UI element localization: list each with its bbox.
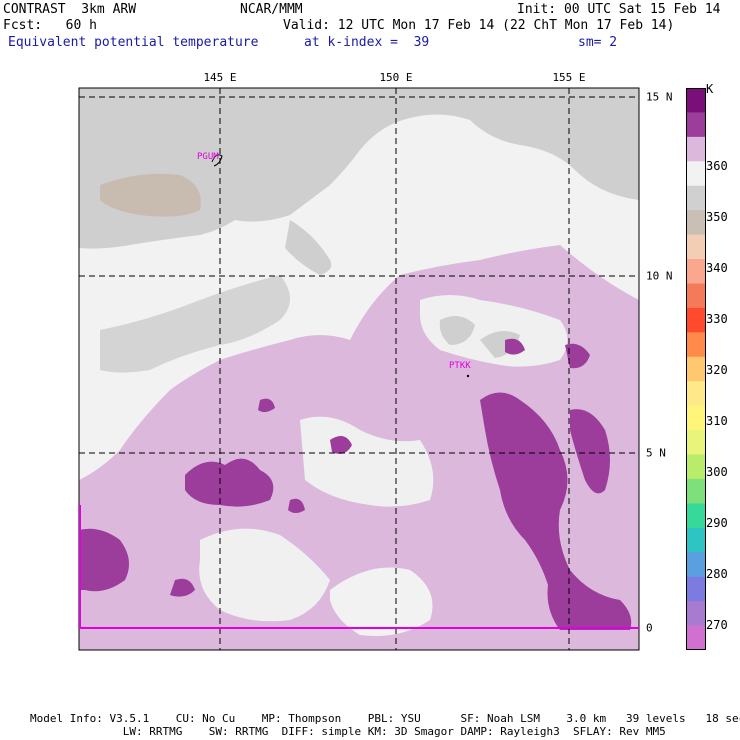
k-index-label: at k-index = 39: [304, 35, 430, 50]
colorbar-label: 310: [706, 414, 728, 428]
lat-label-15n: 15 N: [646, 90, 673, 104]
product-title: CONTRAST 3km ARW: [3, 2, 137, 17]
colorbar-swatch: [686, 405, 706, 431]
colorbar-label: 320: [706, 363, 728, 377]
theta-e-345-region: [100, 173, 201, 217]
colorbar-swatch: [686, 503, 706, 529]
lon-label-155e: 155 E: [552, 71, 586, 84]
lat-label-0: 0: [646, 621, 653, 635]
colorbar-swatch: [686, 283, 706, 309]
colorbar-frame: [686, 88, 706, 650]
lon-label-145e: 145 E: [203, 71, 237, 84]
colorbar-swatch: [686, 88, 706, 113]
colorbar-swatch: [686, 332, 706, 358]
colorbar-label: 290: [706, 516, 728, 530]
colorbar-label: 330: [706, 312, 728, 326]
station-label-pgum: PGUM: [197, 152, 219, 162]
colorbar-swatch: [686, 552, 706, 578]
valid-time: Valid: 12 UTC Mon 17 Feb 14 (22 ChT Mon …: [283, 18, 675, 33]
ptkk-station-marker: [466, 374, 470, 378]
lat-label-10n: 10 N: [646, 269, 673, 283]
model-source: NCAR/MMM: [240, 2, 303, 17]
colorbar-swatch: [686, 601, 706, 627]
lon-label-150e: 150 E: [379, 71, 413, 84]
colorbar: [686, 88, 706, 650]
colorbar-swatch: [686, 478, 706, 504]
colorbar-swatch: [686, 210, 706, 236]
colorbar-swatch: [686, 307, 706, 333]
colorbar-swatch: [686, 430, 706, 456]
colorbar-swatch: [686, 454, 706, 480]
colorbar-swatch: [686, 625, 706, 650]
model-info-line2: LW: RRTMG SW: RRTMG DIFF: simple KM: 3D …: [30, 725, 666, 738]
colorbar-label: 360: [706, 159, 728, 173]
guam-coastline: [211, 154, 223, 167]
colorbar-label: 340: [706, 261, 728, 275]
colorbar-unit: K: [706, 82, 714, 96]
station-label-ptkk: PTKK: [449, 361, 471, 371]
field-name: Equivalent potential temperature: [8, 35, 259, 50]
colorbar-label: 270: [706, 618, 728, 632]
lat-label-5n: 5 N: [646, 446, 666, 460]
colorbar-swatch: [686, 112, 706, 138]
colorbar-label: 350: [706, 210, 728, 224]
init-time: Init: 00 UTC Sat 15 Feb 14: [517, 2, 721, 17]
colorbar-swatch: [686, 576, 706, 602]
map-frame: [78, 87, 640, 651]
colorbar-swatch: [686, 356, 706, 382]
colorbar-label: 300: [706, 465, 728, 479]
model-info-line1: Model Info: V3.5.1 CU: No Cu MP: Thompso…: [30, 712, 740, 725]
colorbar-swatch: [686, 185, 706, 211]
colorbar-swatch: [686, 161, 706, 187]
colorbar-swatch: [686, 527, 706, 553]
colorbar-swatch: [686, 381, 706, 407]
colorbar-swatch: [686, 136, 706, 162]
map-fill-layer: [79, 88, 639, 650]
colorbar-swatch: [686, 234, 706, 260]
colorbar-label: 280: [706, 567, 728, 581]
smoothing-label: sm= 2: [578, 35, 618, 50]
theta-e-365-region: [185, 458, 274, 507]
theta-e-350-region: [79, 88, 639, 249]
colorbar-swatch: [686, 259, 706, 284]
forecast-hour: Fcst: 60 h: [3, 18, 97, 33]
